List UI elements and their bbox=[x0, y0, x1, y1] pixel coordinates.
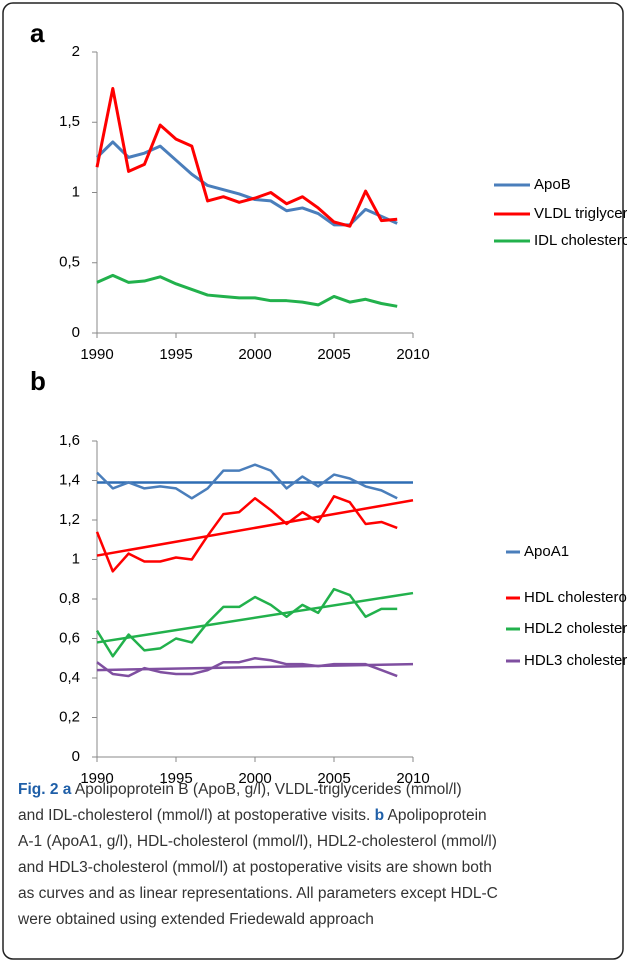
y-tick-label: 1,6 bbox=[59, 432, 80, 449]
y-tick-label: 0,6 bbox=[59, 629, 80, 646]
caption-line: as curves and as linear representations.… bbox=[18, 885, 498, 902]
trend-line bbox=[96, 499, 414, 557]
y-tick-label: 0,5 bbox=[59, 254, 80, 271]
x-tick-label: 2010 bbox=[396, 770, 429, 787]
x-tick-label: 1990 bbox=[80, 770, 113, 787]
x-tick-label: 2000 bbox=[238, 346, 271, 363]
legend-label: IDL cholesterol bbox=[534, 232, 627, 249]
caption-text: and HDL3-cholesterol (mmol/l) at postope… bbox=[18, 859, 492, 876]
caption-line: were obtained using extended Friedewald … bbox=[17, 911, 374, 928]
y-tick-label: 1,2 bbox=[59, 511, 80, 528]
caption-text: and IDL-cholesterol (mmol/l) at postoper… bbox=[18, 807, 375, 824]
legend-label: HDL3 cholesterol bbox=[524, 652, 627, 669]
x-tick-label: 2010 bbox=[396, 346, 429, 363]
y-tick-label: 0,4 bbox=[59, 669, 80, 686]
y-tick-label: 1 bbox=[72, 183, 80, 200]
caption-text: as curves and as linear representations.… bbox=[18, 885, 498, 902]
caption-line: Fig. 2 a Apolipoprotein B (ApoB, g/l), V… bbox=[18, 781, 462, 798]
legend-label: ApoA1 bbox=[524, 543, 569, 560]
caption-text: were obtained using extended Friedewald … bbox=[17, 911, 374, 928]
y-tick-label: 0 bbox=[72, 324, 80, 341]
legend-label: VLDL triglycerides bbox=[534, 205, 627, 222]
y-tick-label: 2 bbox=[72, 43, 80, 60]
series-line bbox=[95, 87, 398, 228]
x-tick-label: 1995 bbox=[159, 770, 192, 787]
legend-label: ApoB bbox=[534, 176, 571, 193]
series-line bbox=[96, 273, 398, 308]
y-tick-label: 1 bbox=[72, 550, 80, 567]
trend-line bbox=[96, 591, 414, 644]
series-line bbox=[96, 657, 398, 678]
x-tick-label: 2005 bbox=[317, 770, 350, 787]
x-tick-label: 2000 bbox=[238, 770, 271, 787]
legend-label: HDL2 cholesterol bbox=[524, 620, 627, 637]
caption-text: a bbox=[63, 781, 72, 798]
x-tick-label: 2005 bbox=[317, 346, 350, 363]
y-tick-label: 1,4 bbox=[59, 471, 80, 488]
x-tick-label: 1995 bbox=[159, 346, 192, 363]
caption-line: and IDL-cholesterol (mmol/l) at postoper… bbox=[18, 807, 487, 824]
y-tick-label: 0 bbox=[72, 748, 80, 765]
caption-text: Apolipoprotein bbox=[384, 807, 487, 824]
caption-text: A-1 (ApoA1, g/l), HDL-cholesterol (mmol/… bbox=[18, 833, 497, 850]
y-tick-label: 1,5 bbox=[59, 113, 80, 130]
caption-text: b bbox=[375, 807, 384, 824]
caption-line: and HDL3-cholesterol (mmol/l) at postope… bbox=[18, 859, 492, 876]
caption-line: A-1 (ApoA1, g/l), HDL-cholesterol (mmol/… bbox=[18, 833, 497, 850]
series-line bbox=[95, 587, 398, 658]
caption-text: Apolipoprotein B (ApoB, g/l), VLDL-trigl… bbox=[71, 781, 461, 798]
series-line bbox=[96, 463, 398, 500]
y-tick-label: 0,8 bbox=[59, 590, 80, 607]
panel-label: b bbox=[30, 366, 46, 396]
series-line bbox=[95, 495, 398, 573]
panel-label: a bbox=[30, 18, 45, 48]
caption-text: Fig. 2 bbox=[18, 781, 58, 798]
y-tick-label: 0,2 bbox=[59, 708, 80, 725]
legend-label: HDL cholesterol bbox=[524, 589, 627, 606]
x-tick-label: 1990 bbox=[80, 346, 113, 363]
